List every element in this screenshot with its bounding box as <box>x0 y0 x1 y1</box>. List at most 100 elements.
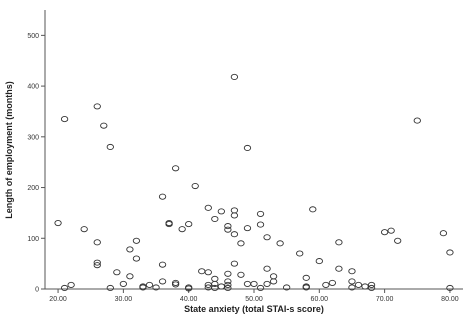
data-point <box>60 284 69 292</box>
data-point <box>158 261 167 268</box>
data-point <box>387 227 395 234</box>
data-point <box>158 278 167 285</box>
data-point <box>224 278 232 285</box>
data-point <box>322 281 330 288</box>
data-point <box>171 281 180 288</box>
data-point <box>302 284 310 291</box>
data-point <box>269 278 278 285</box>
data-point <box>224 223 232 230</box>
data-point <box>348 278 356 285</box>
x-tick-label: 40.00 <box>180 296 198 303</box>
data-point <box>243 280 252 287</box>
data-point <box>335 265 343 272</box>
data-point <box>93 259 101 266</box>
y-tick-label: 500 <box>27 33 39 40</box>
data-point <box>296 250 304 257</box>
data-point <box>354 281 363 288</box>
data-point <box>276 240 284 247</box>
data-point <box>126 273 134 280</box>
data-point <box>132 255 141 262</box>
data-point <box>243 225 252 232</box>
y-tick-label: 100 <box>27 236 39 243</box>
data-point <box>263 234 271 241</box>
data-point <box>106 143 114 151</box>
x-tick-label: 30.00 <box>115 296 133 303</box>
data-point <box>237 271 245 278</box>
data-point <box>93 239 101 246</box>
data-point <box>263 265 271 272</box>
data-point <box>80 226 88 233</box>
data-point <box>394 237 402 244</box>
data-point <box>380 229 389 236</box>
data-point <box>237 240 245 247</box>
data-point <box>185 221 193 228</box>
data-point <box>198 268 206 275</box>
data-point <box>230 207 239 214</box>
data-point <box>230 73 239 81</box>
data-point <box>224 281 232 288</box>
data-point <box>367 284 376 292</box>
data-point <box>132 237 141 244</box>
data-point <box>67 281 75 288</box>
data-point <box>348 268 356 275</box>
data-point <box>224 226 232 233</box>
data-point <box>302 274 310 281</box>
data-point <box>165 221 173 228</box>
data-point <box>185 285 193 292</box>
data-point <box>113 269 121 276</box>
data-point <box>93 103 101 110</box>
data-point <box>230 260 239 267</box>
data-point <box>269 273 278 280</box>
data-point <box>54 220 62 227</box>
x-tick-label: 80.00 <box>441 296 459 303</box>
data-point <box>309 206 317 213</box>
y-tick-label: 200 <box>27 185 39 192</box>
data-point <box>171 165 180 172</box>
data-point <box>230 231 239 238</box>
data-point <box>158 193 167 200</box>
data-point <box>191 182 199 190</box>
data-point <box>283 284 291 291</box>
data-point <box>367 281 376 288</box>
x-axis: 20.00 30.00 40.00 50.00 60.00 70.00 80.00 <box>45 288 463 303</box>
data-point <box>224 270 232 277</box>
y-tick-label: 0 <box>35 287 39 294</box>
data-point <box>204 269 212 276</box>
data-point <box>361 283 369 290</box>
data-point <box>100 122 108 129</box>
data-point <box>106 284 114 292</box>
data-point <box>224 284 232 292</box>
data-point <box>335 239 343 246</box>
y-tick-label: 400 <box>27 84 39 91</box>
data-point <box>139 284 147 291</box>
data-point <box>256 210 265 217</box>
x-axis-title: State anxiety (total STAI-s score) <box>184 304 324 314</box>
data-point <box>243 144 252 152</box>
data-point <box>211 215 219 223</box>
y-axis-title: Length of employment (months) <box>4 81 14 219</box>
data-point <box>348 284 356 291</box>
data-point <box>204 204 212 211</box>
data-point <box>315 258 323 265</box>
data-point <box>211 280 219 287</box>
data-point <box>211 275 219 282</box>
data-point <box>178 226 186 233</box>
data-point <box>93 262 101 269</box>
data-point <box>60 116 69 123</box>
x-tick-label: 20.00 <box>49 296 67 303</box>
x-tick-label: 60.00 <box>311 296 329 303</box>
data-point <box>446 249 454 256</box>
y-axis: 0 100 200 300 400 500 <box>27 10 46 294</box>
y-tick-label: 300 <box>27 134 39 141</box>
data-point <box>145 281 154 288</box>
data-point <box>126 246 134 253</box>
data-point <box>413 117 421 124</box>
data-point <box>217 208 225 215</box>
data-point <box>152 284 160 291</box>
data-points <box>54 73 454 292</box>
data-point <box>328 279 337 286</box>
data-point <box>256 221 265 228</box>
data-point <box>217 283 225 290</box>
data-point <box>250 280 258 287</box>
